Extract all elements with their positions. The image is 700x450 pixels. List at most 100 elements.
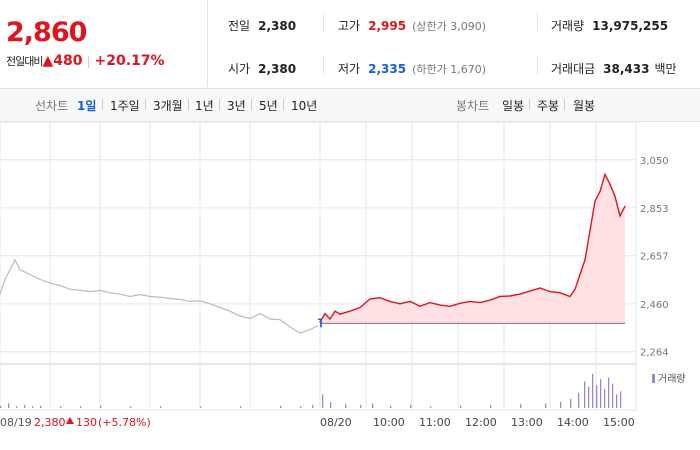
change-rate: +20.17% [94,53,165,69]
data-point [439,304,441,306]
today-area-fill [320,174,625,324]
open-price-marker [318,318,322,328]
volume-legend-swatch [652,374,655,383]
tab-monthly-candle[interactable]: 월봉 [573,99,596,113]
volume-bar [372,403,374,408]
volume-bar [322,394,324,408]
prev-close-label: 전일 [228,19,251,33]
data-point [299,332,301,334]
volume-bar [130,406,132,408]
divider [537,56,538,74]
data-point [49,282,51,284]
data-point [449,305,451,307]
volume-legend-label: 거래량 [658,373,686,385]
open-label: 시가 [228,62,251,76]
data-point [179,298,181,300]
tab-weekly-candle[interactable]: 주봉 [537,99,560,113]
divider [323,56,324,74]
volume-bar [604,389,606,408]
volume-bar [160,406,162,408]
volume-bar [300,406,302,408]
data-point [469,300,471,302]
volume-label: 거래량 [551,19,585,33]
data-point [409,300,411,302]
x-tick-label: 10:00 [373,416,405,429]
data-point [489,299,491,301]
x-tick-label: 08/20 [320,416,352,429]
tab-1week[interactable]: 1주일 [110,99,140,113]
volume-value: 13,975,255 [592,19,669,33]
turnover-unit: 백만 [654,62,677,76]
tab-1year[interactable]: 1년 [195,99,214,113]
data-point [29,274,31,276]
data-point [189,300,191,302]
volume-bar [430,406,432,408]
prev-day-line [0,258,319,334]
data-point [39,278,41,280]
change-label: 전일대비 [6,55,43,68]
data-point [109,292,111,294]
divider [537,13,538,31]
data-point [229,310,231,312]
data-point [317,325,319,327]
volume-bar [578,392,580,408]
data-point [69,288,71,290]
volume-bar [570,398,572,408]
turnover-stat: 거래대금 38,433 백만 [551,60,677,77]
data-point [389,300,391,302]
data-point [499,295,501,298]
tab-3year[interactable]: 3년 [227,99,246,113]
lower-limit: (하한가 1,670) [412,63,486,76]
volume-bar [390,405,392,408]
y-tick-label: 3,050 [640,156,669,167]
volume-bar [100,405,102,408]
data-point [139,294,141,296]
tab-divider [188,99,189,110]
volume-bar [460,405,462,408]
volume-bar [60,406,62,408]
prev-day-close: 2,380 [34,416,66,429]
x-tick-label: 14:00 [557,416,589,429]
volume-bar [588,386,590,408]
data-point [19,269,21,271]
tab-1day[interactable]: 1일 [77,99,97,113]
data-point [79,289,81,291]
volume-bar [520,404,522,408]
volume-stat: 거래량 13,975,255 [551,17,668,34]
tab-divider [102,99,103,110]
tab-3month[interactable]: 3개월 [153,99,183,113]
tab-daily-candle[interactable]: 일봉 [502,99,525,113]
y-tick-label: 2,264 [640,348,669,359]
volume-bar [360,404,362,408]
tab-10year[interactable]: 10년 [291,99,318,113]
y-tick-label: 2,853 [640,204,669,215]
high-label: 고가 [338,19,361,33]
data-point [334,310,336,312]
line-chart-title: 선차트 [35,99,69,113]
data-point [539,287,541,289]
data-point [269,318,271,320]
data-point [399,303,401,305]
volume-bar [345,404,347,408]
data-point [289,326,291,328]
y-tick-label: 2,460 [640,300,669,311]
tab-divider [251,99,252,110]
volume-bar [80,406,82,408]
data-point [259,313,261,315]
period-tabs: 선차트 1일 1주일 3개월 1년 3년 5년 10년 봉차트 일봉 주봉 월봉 [0,88,700,122]
volume-bar [545,403,547,408]
data-point [519,293,521,295]
data-point [239,315,241,317]
tab-divider [219,99,220,110]
volume-bar [620,391,622,408]
tab-5year[interactable]: 5년 [259,99,278,113]
volume-bar [240,406,242,408]
data-point [169,297,171,299]
data-point [589,229,591,232]
data-point [479,302,481,304]
low-label: 저가 [338,62,361,76]
data-point [159,296,161,298]
data-point [609,183,611,185]
turnover-value: 38,433 [603,62,650,76]
volume-bar [410,404,412,408]
